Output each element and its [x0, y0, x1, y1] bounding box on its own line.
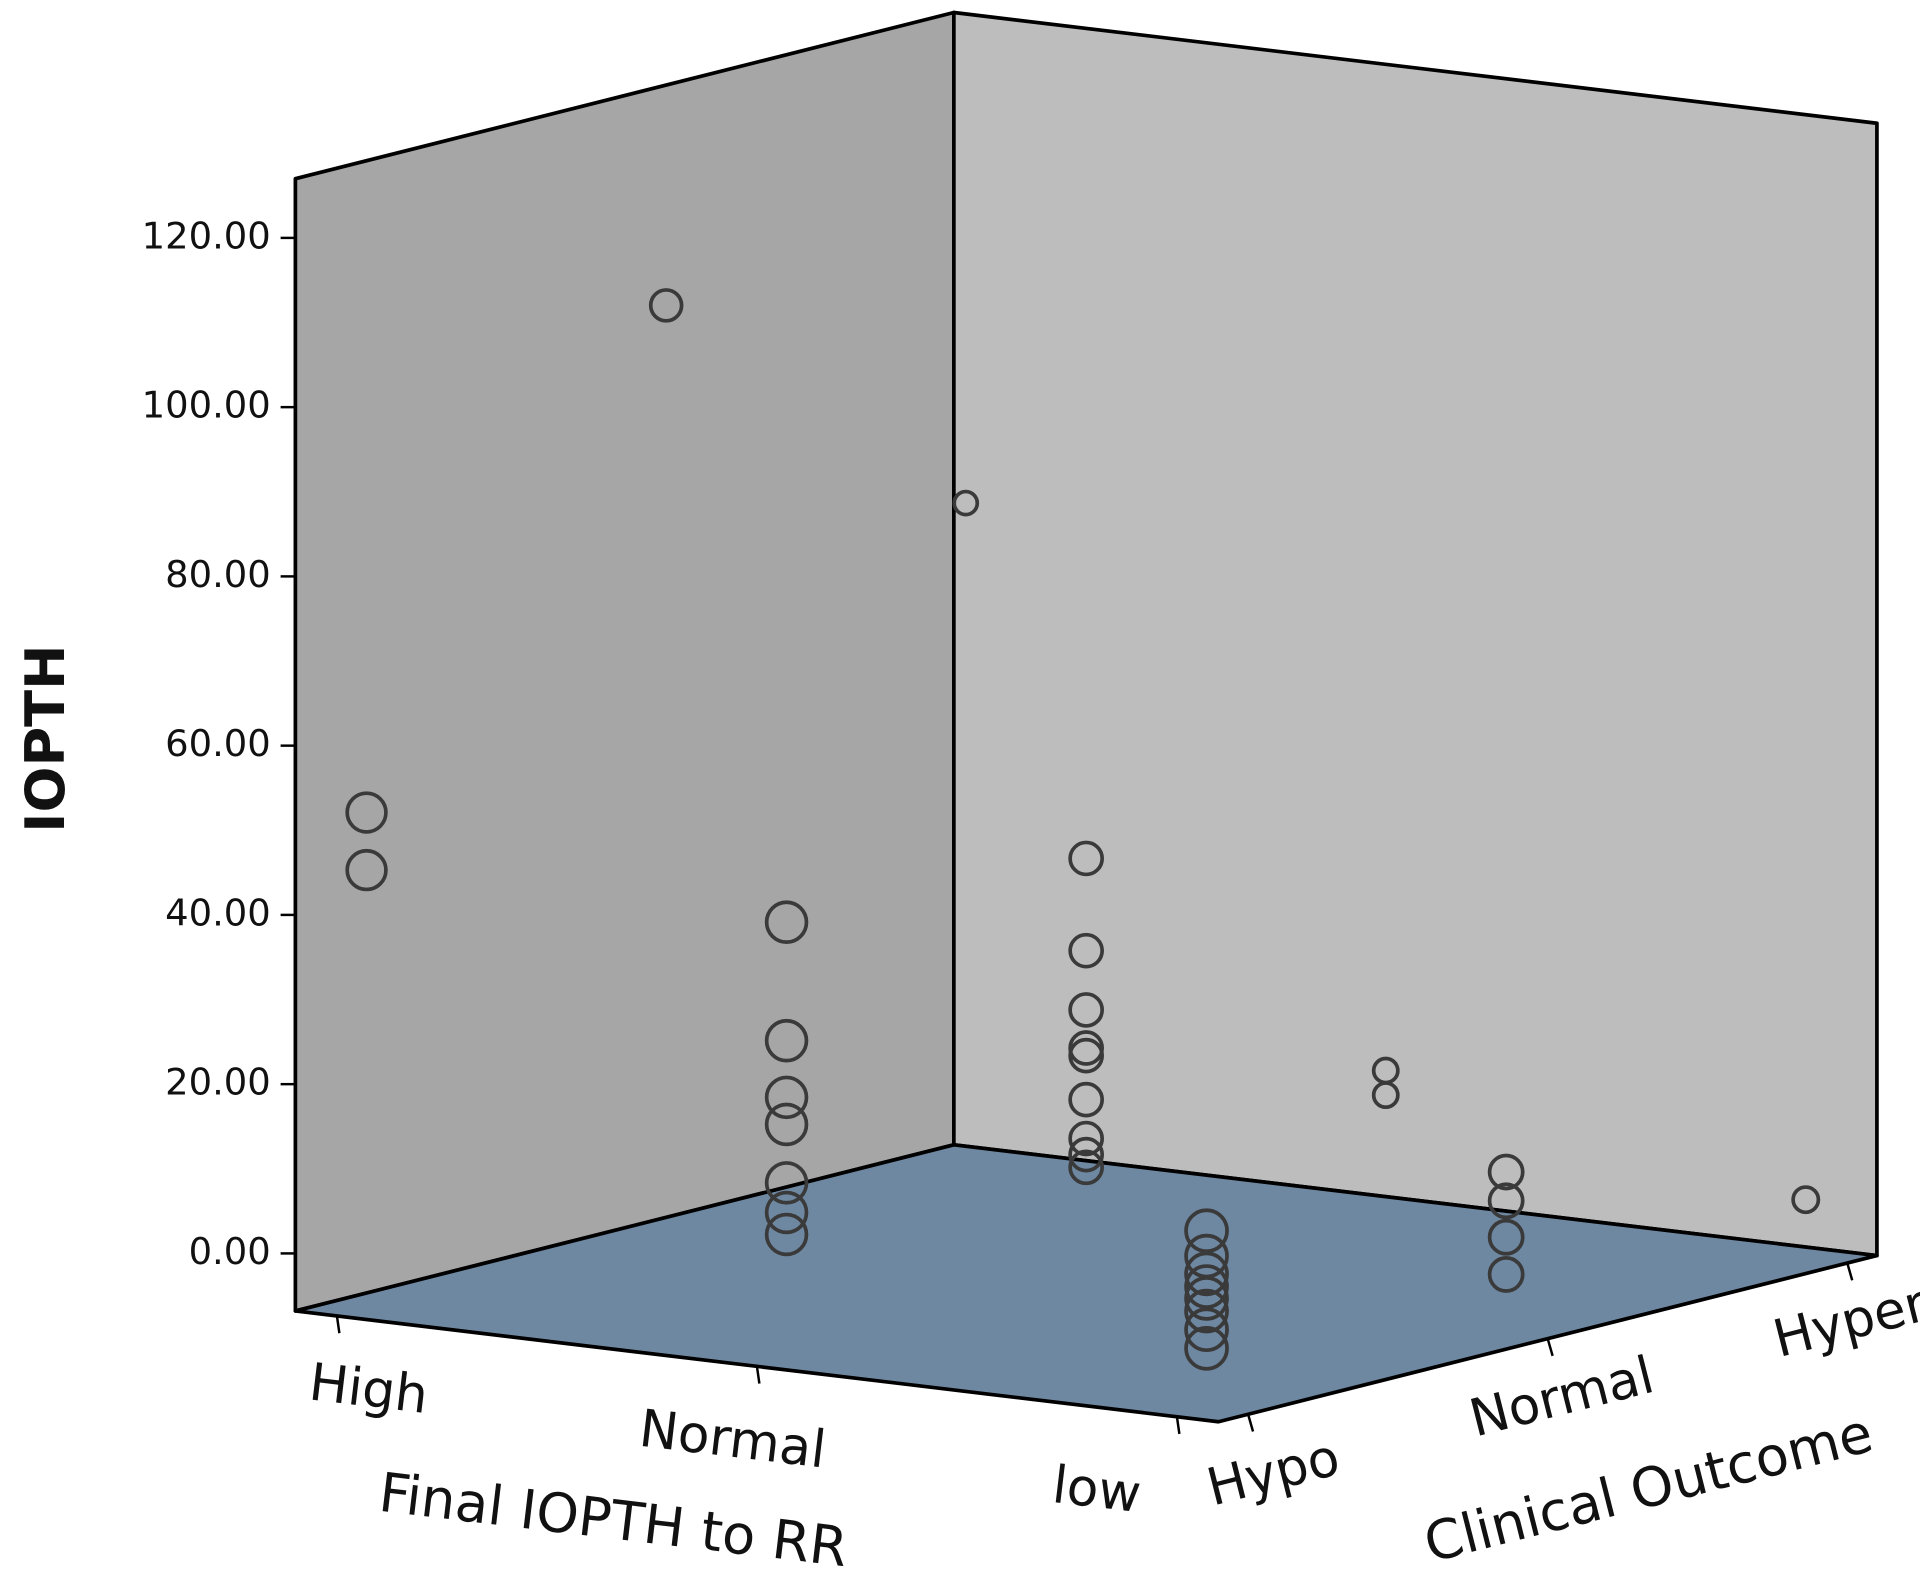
- z-category-label: Normal: [1464, 1345, 1660, 1449]
- y-axis-title: IOPTH: [14, 645, 77, 833]
- z-category-label: Hypo: [1201, 1427, 1346, 1518]
- x-category-label: High: [306, 1352, 431, 1426]
- z-tick: [1546, 1338, 1554, 1357]
- data-point: [764, 1102, 809, 1147]
- data-point: [1184, 1264, 1229, 1309]
- z-tick: [1246, 1413, 1255, 1432]
- y-tick-label: 0.00: [189, 1230, 271, 1273]
- y-tick-label: 40.00: [165, 891, 271, 934]
- y-tick-label: 120.00: [142, 214, 271, 257]
- data-point: [952, 489, 980, 517]
- data-point: [1068, 1120, 1104, 1157]
- floor: [293, 1142, 1879, 1424]
- data-point: [1068, 1149, 1104, 1186]
- x-tick: [755, 1366, 761, 1384]
- data-point: [764, 1161, 809, 1205]
- y-tick-label: 100.00: [142, 384, 271, 427]
- data-point: [764, 1212, 809, 1257]
- data-point: [1371, 1081, 1400, 1110]
- y-tick-label: 80.00: [165, 553, 271, 596]
- data-point: [1068, 932, 1104, 969]
- data-point: [764, 900, 809, 944]
- data-point: [1487, 1153, 1525, 1191]
- data-point: [1068, 1081, 1104, 1118]
- x-axis-title: Final IOPTH to RR: [376, 1461, 851, 1579]
- data-point: [1184, 1288, 1229, 1334]
- left-wall: [293, 10, 956, 1313]
- y-tick-label: 60.00: [165, 722, 271, 765]
- y-tick-label: 20.00: [165, 1061, 271, 1104]
- data-point: [1487, 1218, 1525, 1256]
- data-point: [1184, 1251, 1229, 1297]
- data-point: [345, 848, 388, 892]
- data-point: [1487, 1256, 1525, 1293]
- data-point: [1068, 840, 1104, 877]
- z-category-label: Hyper: [1767, 1273, 1920, 1369]
- data-point: [1068, 1136, 1104, 1173]
- data-point: [1068, 992, 1104, 1028]
- x-tick: [335, 1315, 341, 1334]
- data-point: [1791, 1185, 1821, 1215]
- x-tick: [1175, 1416, 1181, 1435]
- data-point: [764, 1018, 809, 1063]
- data-point: [1184, 1208, 1229, 1254]
- data-point: [1487, 1182, 1525, 1220]
- data-point: [1184, 1276, 1229, 1321]
- data-point: [764, 1190, 809, 1235]
- x-category-label: Normal: [636, 1399, 829, 1481]
- data-point: [1184, 1307, 1229, 1353]
- data-point: [764, 1075, 809, 1120]
- data-point: [345, 791, 388, 834]
- data-point: [1184, 1326, 1229, 1371]
- x-category-label: low: [1049, 1455, 1144, 1525]
- data-point: [648, 288, 684, 323]
- data-point: [1068, 1037, 1104, 1074]
- z-tick: [1846, 1262, 1854, 1281]
